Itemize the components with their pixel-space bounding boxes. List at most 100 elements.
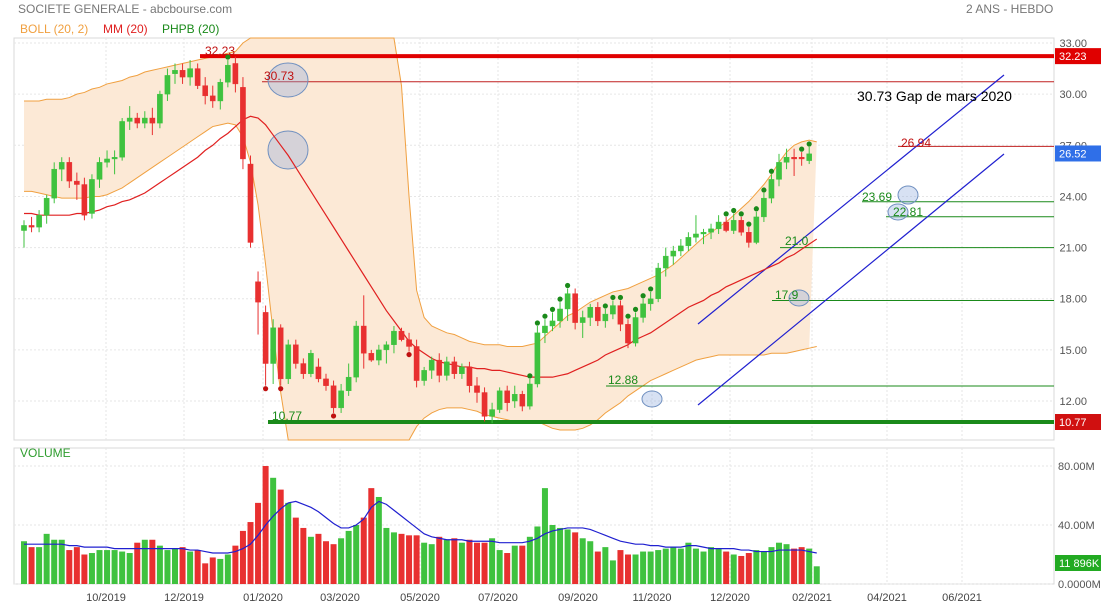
chart-title: SOCIETE GENERALE - abcbourse.com — [18, 2, 233, 16]
volume-bar — [519, 545, 526, 584]
candle-body — [632, 317, 639, 344]
volume-bar — [81, 554, 88, 584]
candle-body — [549, 320, 556, 327]
candle — [723, 216, 729, 233]
candle-body — [398, 330, 405, 340]
candle — [157, 90, 163, 129]
candle-body — [21, 225, 27, 231]
volume-bar — [255, 502, 262, 584]
volume-bar — [307, 536, 314, 584]
volume-bar — [51, 539, 58, 584]
volume-bar — [723, 551, 730, 584]
candle-body — [28, 225, 35, 228]
volume-bar — [768, 547, 775, 584]
time-tick-label: 09/2020 — [558, 592, 598, 604]
volume-bar — [481, 542, 488, 584]
legend-moving-average: MM (20) — [103, 22, 148, 36]
volume-bar — [662, 548, 669, 584]
time-tick-label: 12/2020 — [710, 592, 750, 604]
candle — [670, 245, 677, 265]
channel-line-upper — [697, 74, 1005, 325]
volume-bar — [360, 517, 367, 584]
volume-bar — [156, 545, 163, 584]
candle-body — [655, 267, 661, 299]
candle-body — [308, 353, 314, 374]
candle-body — [776, 162, 782, 180]
price-tick-label: 18.00 — [1059, 294, 1087, 306]
candle — [610, 300, 616, 320]
level-label: 22.81 — [893, 205, 923, 219]
candle — [391, 326, 397, 354]
volume-bar — [692, 548, 699, 584]
trend-channel — [697, 74, 1005, 406]
volume-bar — [21, 541, 27, 584]
time-tick-label: 05/2020 — [400, 592, 440, 604]
volume-bar — [474, 542, 480, 584]
price-tick-label: 15.00 — [1059, 345, 1087, 357]
candle-body — [141, 117, 148, 124]
candle-body — [323, 378, 329, 386]
volume-bar — [383, 527, 390, 584]
phpb-high-marker — [534, 320, 541, 326]
candle-body — [58, 162, 65, 170]
volume-bar — [738, 555, 745, 584]
candle-body — [519, 394, 526, 407]
channel-line-lower — [697, 153, 1005, 406]
volume-bar — [670, 547, 677, 584]
bollinger-upper-line — [24, 37, 817, 347]
phpb-high-marker — [527, 373, 533, 379]
level-label: 10.77 — [272, 409, 302, 423]
volume-bar — [338, 538, 345, 584]
phpb-high-marker — [625, 313, 631, 319]
volume-bar — [187, 551, 194, 584]
phpb-high-marker — [617, 294, 624, 301]
candle — [466, 361, 473, 393]
candle — [96, 157, 103, 188]
candle-body — [119, 121, 125, 158]
moving-average-line — [24, 115, 818, 378]
volume-bar — [813, 566, 820, 584]
candle — [678, 239, 684, 257]
candle — [308, 349, 314, 378]
candle — [428, 356, 435, 379]
candle — [149, 107, 156, 136]
candle — [640, 298, 646, 323]
volume-bar — [28, 547, 35, 584]
candle — [338, 383, 344, 413]
level-label: 32.23 — [205, 44, 235, 58]
phpb-high-marker — [632, 306, 639, 312]
volume-badge-last-text: 11 896K — [1059, 558, 1100, 570]
candle — [557, 302, 563, 328]
level-label: 12.88 — [608, 373, 638, 387]
candle-body — [579, 317, 586, 323]
candle-body — [761, 197, 767, 218]
time-tick-label: 11/2020 — [633, 592, 672, 604]
volume-panel-label: VOLUME — [20, 446, 71, 460]
volume-bar — [270, 477, 277, 584]
time-tick-label: 10/2019 — [86, 592, 126, 604]
volume-bar — [172, 548, 178, 584]
volume-bar — [730, 554, 737, 584]
candle — [489, 402, 495, 424]
volume-bar — [88, 553, 95, 584]
volume-bar — [549, 525, 556, 584]
candle — [187, 60, 193, 86]
candle-body — [421, 370, 427, 381]
candle — [164, 68, 171, 101]
candle-body — [496, 390, 503, 410]
volume-bar — [572, 532, 579, 584]
candle — [534, 326, 541, 388]
volume-bar — [458, 542, 465, 584]
candle-body — [179, 70, 186, 78]
candle-body — [662, 255, 669, 269]
volume-bar — [647, 551, 654, 584]
legend-bollinger: BOLL (20, 2) — [20, 22, 89, 36]
candle — [111, 150, 118, 175]
volume-bar — [390, 532, 397, 584]
candle-body — [134, 117, 141, 124]
candle-body — [572, 293, 578, 323]
candlesticks — [21, 56, 812, 424]
volume-bar — [443, 539, 450, 584]
volume-tick-label: 0.0000M — [1058, 579, 1101, 591]
volume-average-line — [24, 500, 817, 554]
